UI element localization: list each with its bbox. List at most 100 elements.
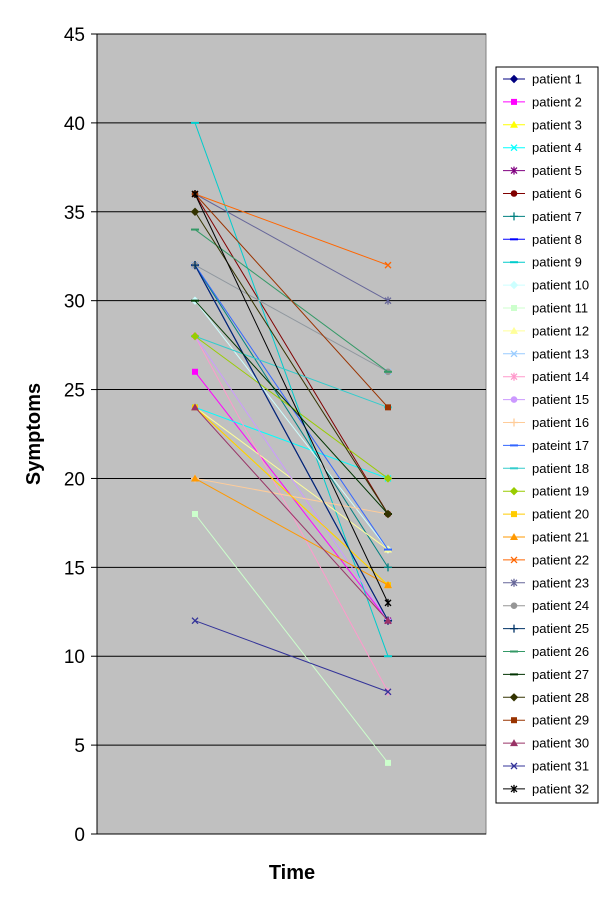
data-point <box>384 655 392 658</box>
data-point <box>510 467 518 470</box>
data-point <box>510 602 518 609</box>
data-point <box>510 762 518 770</box>
data-point <box>383 474 393 483</box>
data-point <box>191 190 199 198</box>
legend-item: patient 30 <box>503 736 589 751</box>
series-11 <box>192 511 391 766</box>
y-tick-label: 30 <box>64 292 85 313</box>
legend-label: patient 26 <box>532 644 589 659</box>
data-point <box>384 370 392 373</box>
data-point <box>190 332 200 341</box>
y-tick-label: 20 <box>64 469 85 490</box>
legend-label: patient 16 <box>532 415 589 430</box>
data-point <box>191 617 199 625</box>
series-line <box>194 264 389 568</box>
legend-item: patient 6 <box>503 186 582 201</box>
data-point <box>384 616 392 624</box>
series-line <box>194 193 389 266</box>
series-line <box>194 335 389 621</box>
data-point <box>510 212 518 221</box>
data-point <box>191 228 199 231</box>
legend-item: patient 28 <box>503 690 589 705</box>
series-line <box>194 513 389 764</box>
legend-item: patient 5 <box>503 163 582 178</box>
series-line <box>194 478 389 586</box>
legend-item: patient 19 <box>503 484 589 499</box>
data-point <box>384 688 392 696</box>
legend-item: patient 2 <box>503 94 582 109</box>
legend-item: patient 27 <box>503 667 589 682</box>
legend-item: patient 14 <box>503 369 589 384</box>
data-point <box>510 396 518 403</box>
legend-item: patient 10 <box>503 278 589 293</box>
y-tick-label: 35 <box>64 203 85 224</box>
legend-label: patient 31 <box>532 759 589 774</box>
legend-item: patient 25 <box>503 621 589 636</box>
series-line <box>194 193 389 515</box>
data-point <box>509 280 519 290</box>
legend-label: patient 8 <box>532 232 582 247</box>
data-point <box>384 296 392 305</box>
y-tick-label: 40 <box>64 114 85 135</box>
data-point <box>510 144 518 152</box>
legend-label: patient 21 <box>532 530 589 545</box>
data-point <box>511 511 517 518</box>
data-point <box>192 368 198 375</box>
legend-label: patient 24 <box>532 598 589 613</box>
legend-box <box>495 66 599 804</box>
legend-item: patient 13 <box>503 346 589 361</box>
data-point <box>510 533 518 540</box>
series-32 <box>191 190 392 607</box>
data-point <box>510 418 518 427</box>
data-point <box>510 578 518 587</box>
legend-label: patient 12 <box>532 323 589 338</box>
data-point <box>510 673 518 676</box>
data-point <box>509 486 519 496</box>
legend-item: patient 22 <box>503 552 589 567</box>
data-point <box>191 121 199 124</box>
legend-label: patient 25 <box>532 621 589 636</box>
data-point <box>384 581 392 589</box>
legend-item: patient 21 <box>503 530 589 545</box>
legend-label: patient 13 <box>532 346 589 361</box>
data-point <box>191 474 199 482</box>
data-point <box>190 207 200 216</box>
legend-item: patient 29 <box>503 713 589 728</box>
legend-item: pateint 17 <box>503 438 589 453</box>
data-point <box>510 350 518 358</box>
series-line <box>194 620 389 693</box>
legend-item: patient 23 <box>503 575 589 590</box>
y-tick-label: 5 <box>74 736 85 757</box>
series-line <box>194 406 389 586</box>
data-point <box>191 299 199 302</box>
legend-item: patient 3 <box>503 117 582 132</box>
legend-label: patient 27 <box>532 667 589 682</box>
legend-label: patient 11 <box>532 301 588 316</box>
legend-item: patient 18 <box>503 461 589 476</box>
data-point <box>509 74 519 84</box>
data-point <box>510 624 518 633</box>
legend-label: patient 30 <box>532 736 589 751</box>
data-point <box>510 166 518 175</box>
y-tick-label: 10 <box>64 647 85 668</box>
legend-item: patient 4 <box>503 140 582 155</box>
data-point <box>510 238 518 241</box>
axes: 0 5 10 15 20 25 30 35 40 45 <box>64 25 486 846</box>
legend-label: patient 28 <box>532 690 589 705</box>
legend-label: pateint 17 <box>532 438 589 453</box>
data-point <box>510 190 518 197</box>
y-tick-label: 25 <box>64 381 85 402</box>
data-point <box>191 403 199 411</box>
series-21 <box>191 474 392 589</box>
legend-label: patient 23 <box>532 575 589 590</box>
legend-label: patient 15 <box>532 392 589 407</box>
data-point <box>511 305 517 311</box>
legend-item: patient 15 <box>503 392 589 407</box>
series-line <box>194 264 389 621</box>
legend-item: patient 9 <box>503 255 582 270</box>
legend-label: patient 5 <box>532 163 582 178</box>
legend-label: patient 3 <box>532 117 582 132</box>
data-point <box>509 693 519 702</box>
data-point <box>384 548 392 551</box>
